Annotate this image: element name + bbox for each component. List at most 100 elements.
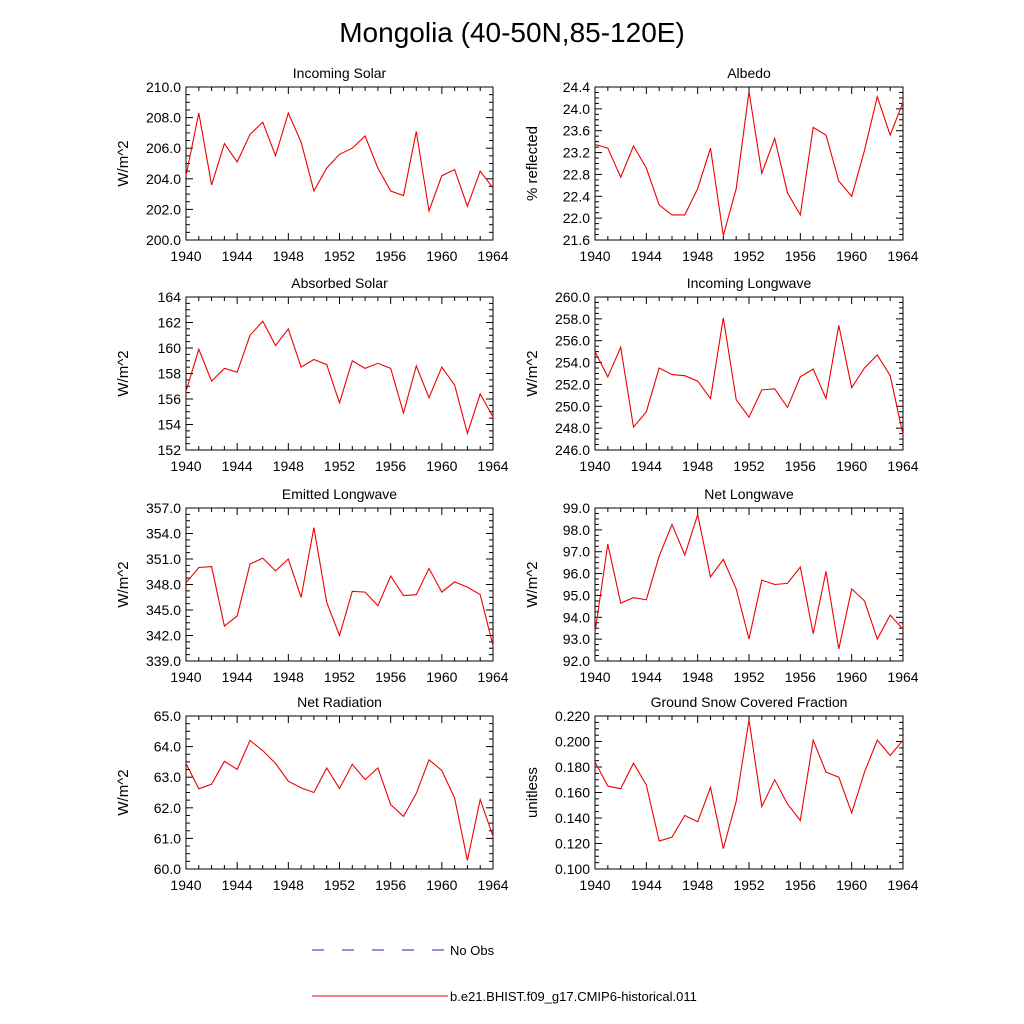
series-line	[594, 317, 904, 435]
y-tick-label: 22.0	[563, 210, 590, 226]
figure-title: Mongolia (40-50N,85-120E)	[339, 17, 685, 48]
y-tick-label: 62.0	[154, 800, 181, 816]
plot-frame	[594, 296, 904, 451]
y-tick-label: 23.2	[563, 145, 590, 161]
x-tick-label: 1956	[375, 877, 406, 893]
x-tick-label: 1952	[733, 458, 764, 474]
panel-incoming-solar: 200.0 202.0 204.0 206.0 208.0 210.0 1940 1944 19…	[115, 65, 509, 264]
y-tick-label: 208.0	[146, 110, 181, 126]
y-tick-label: 0.100	[555, 861, 590, 877]
x-tick-label: 1940	[170, 669, 201, 685]
x-tick-label: 1940	[579, 458, 610, 474]
x-tick-label: 1956	[785, 248, 816, 264]
plot-frame	[185, 86, 494, 241]
x-tick-label: 1956	[785, 877, 816, 893]
x-tick-label: 1944	[222, 877, 253, 893]
x-tick-label: 1960	[836, 877, 867, 893]
x-tick-label: 1948	[682, 669, 713, 685]
series-line	[594, 91, 904, 236]
y-axis-label: % reflected	[524, 126, 541, 201]
y-tick-label: 260.0	[555, 289, 590, 305]
x-tick-label: 1952	[324, 877, 355, 893]
panel-title: Ground Snow Covered Fraction	[651, 694, 848, 710]
y-tick-label: 204.0	[146, 171, 181, 187]
panels: 200.0 202.0 204.0 206.0 208.0 210.0 1940 1944 19…	[115, 65, 919, 893]
y-tick-label: 342.0	[146, 628, 181, 644]
x-tick-label: 1960	[426, 248, 457, 264]
x-tick-label: 1964	[887, 669, 918, 685]
panel-title: Net Radiation	[297, 694, 382, 710]
y-tick-label: 345.0	[146, 602, 181, 618]
x-tick-label: 1948	[682, 458, 713, 474]
legend-label-model: b.e21.BHIST.f09_g17.CMIP6-historical.011	[450, 989, 697, 1004]
panel-incoming-longwave: 246.0 248.0 250.0 252.0 254.0 256.0 258.0 260.0…	[524, 275, 919, 474]
y-tick-label: 0.220	[555, 708, 590, 724]
x-tick-label: 1960	[426, 877, 457, 893]
y-tick-label: 256.0	[555, 333, 590, 349]
legend: No Obs b.e21.BHIST.f09_g17.CMIP6-histori…	[312, 943, 697, 1004]
x-tick-label: 1952	[733, 877, 764, 893]
y-tick-label: 0.200	[555, 734, 590, 750]
x-tick-label: 1948	[273, 458, 304, 474]
y-tick-label: 354.0	[146, 526, 181, 542]
y-tick-label: 246.0	[555, 442, 590, 458]
panel-title: Albedo	[727, 65, 771, 81]
x-tick-label: 1956	[375, 458, 406, 474]
y-tick-label: 97.0	[563, 544, 590, 560]
x-tick-label: 1956	[375, 248, 406, 264]
y-tick-label: 96.0	[563, 566, 590, 582]
y-tick-label: 162	[158, 315, 182, 331]
x-tick-label: 1944	[631, 248, 662, 264]
x-tick-label: 1940	[579, 877, 610, 893]
x-tick-label: 1944	[222, 248, 253, 264]
y-tick-label: 0.160	[555, 785, 590, 801]
y-tick-label: 357.0	[146, 500, 181, 516]
series-line	[594, 512, 904, 650]
x-tick-label: 1952	[324, 248, 355, 264]
plot-frame	[594, 715, 904, 870]
y-tick-label: 24.0	[563, 101, 590, 117]
series-line	[594, 719, 904, 849]
x-tick-label: 1944	[631, 669, 662, 685]
y-tick-label: 252.0	[555, 376, 590, 392]
y-tick-label: 94.0	[563, 609, 590, 625]
y-tick-label: 99.0	[563, 500, 590, 516]
panel-emitted-longwave: 339.0 342.0 345.0 348.0 351.0 354.0 357.0 1940 1…	[115, 486, 509, 685]
panel-net-radiation: 60.0 61.0 62.0 63.0 64.0 65.0 1940 1944 1948 1952…	[115, 694, 509, 893]
y-tick-label: 254.0	[555, 355, 590, 371]
y-tick-label: 158	[158, 366, 182, 382]
y-tick-label: 250.0	[555, 398, 590, 414]
y-axis-label: unitless	[524, 767, 541, 818]
x-tick-label: 1948	[273, 248, 304, 264]
x-tick-label: 1940	[170, 248, 201, 264]
panel-title: Emitted Longwave	[282, 486, 397, 502]
y-tick-label: 22.4	[563, 188, 590, 204]
y-tick-label: 23.6	[563, 123, 590, 139]
y-tick-label: 258.0	[555, 311, 590, 327]
y-tick-label: 248.0	[555, 420, 590, 436]
series-line	[185, 320, 494, 436]
y-tick-label: 24.4	[563, 79, 590, 95]
plot-frame	[185, 507, 494, 662]
y-axis-label: W/m^2	[524, 561, 541, 607]
x-tick-label: 1964	[887, 458, 918, 474]
x-tick-label: 1952	[324, 458, 355, 474]
legend-label-no-obs: No Obs	[450, 943, 495, 958]
y-tick-label: 95.0	[563, 587, 590, 603]
x-tick-label: 1960	[836, 669, 867, 685]
y-tick-label: 351.0	[146, 551, 181, 567]
x-tick-label: 1964	[887, 248, 918, 264]
y-tick-label: 164	[158, 289, 182, 305]
y-tick-label: 152	[158, 442, 182, 458]
x-tick-label: 1944	[222, 458, 253, 474]
y-tick-label: 210.0	[146, 79, 181, 95]
x-tick-label: 1948	[682, 877, 713, 893]
y-tick-label: 98.0	[563, 522, 590, 538]
panel-title: Absorbed Solar	[291, 275, 388, 291]
x-tick-label: 1940	[579, 669, 610, 685]
y-tick-label: 0.120	[555, 836, 590, 852]
x-tick-label: 1944	[222, 669, 253, 685]
y-tick-label: 64.0	[154, 739, 181, 755]
panel-title: Net Longwave	[704, 486, 794, 502]
